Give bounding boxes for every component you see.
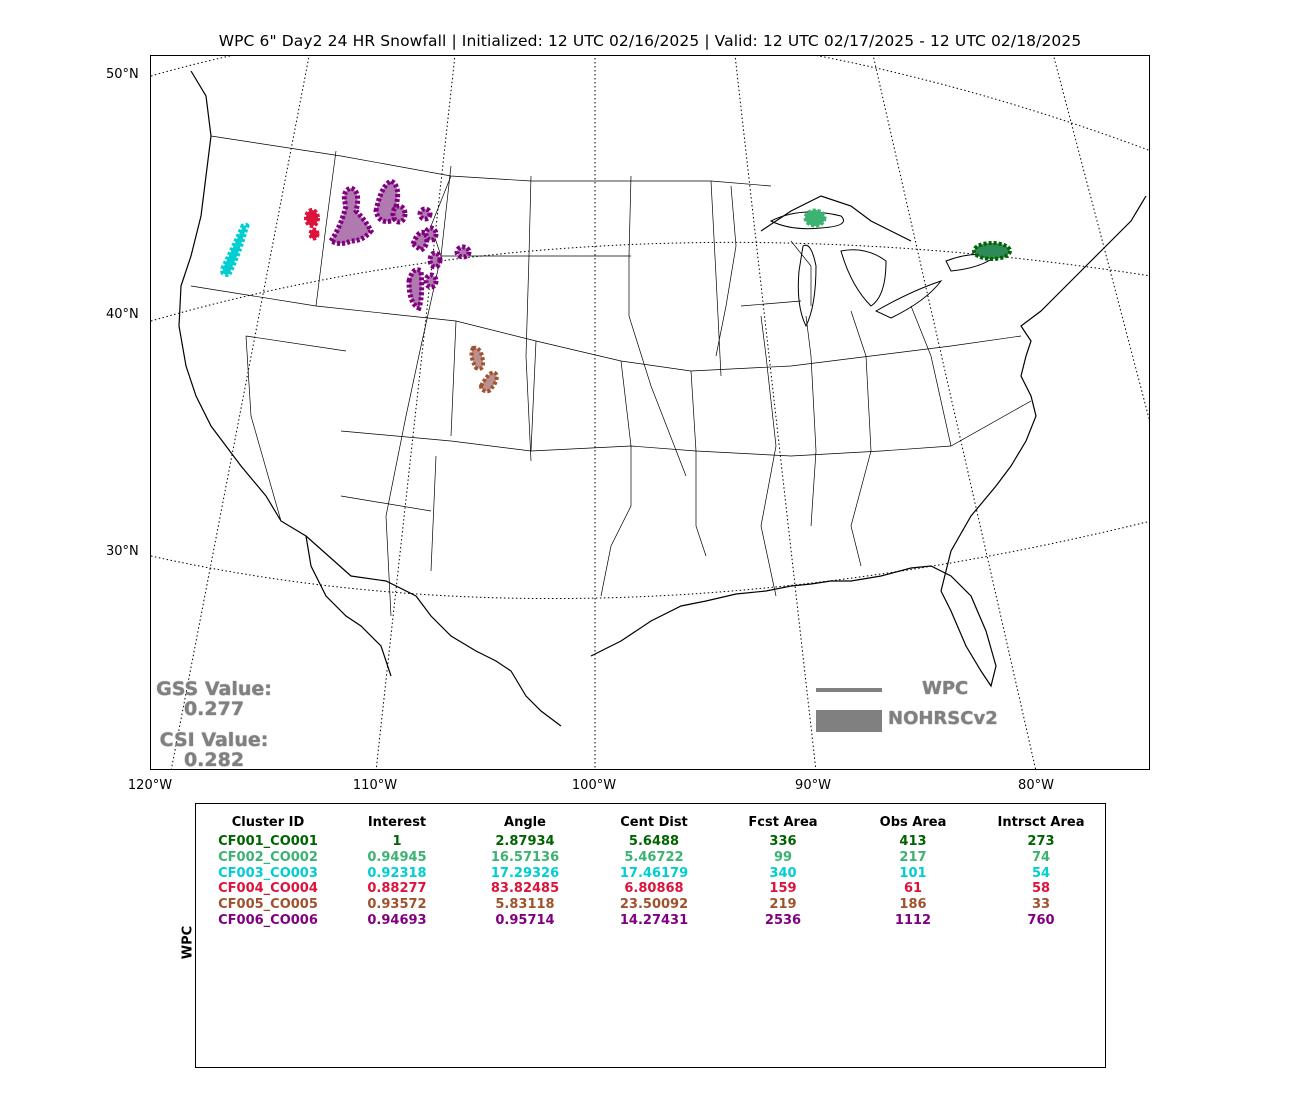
map-canvas — [151, 56, 1150, 769]
lake-erie — [874, 280, 943, 319]
map-title: WPC 6" Day2 24 HR Snowfall | Initialized… — [218, 32, 1082, 50]
table-ylabel: WPC — [180, 925, 196, 960]
table-header-2: Angle — [504, 815, 546, 830]
csi-label: CSI Value: — [159, 729, 269, 751]
table-header-6: Intrsct Area — [997, 815, 1085, 830]
table-cell-r1-c1: 0.94945 — [367, 849, 427, 865]
table-header-4: Fcst Area — [748, 815, 818, 830]
cluster-cf006 — [327, 178, 472, 312]
table-cell-r1-c0: CF002_CO002 — [218, 849, 318, 865]
lat-line-40b — [151, 278, 1150, 394]
table-cell-r1-c6: 74 — [1031, 849, 1051, 865]
table-header-0: Cluster ID — [231, 815, 305, 830]
table-cell-r2-c2: 17.29326 — [490, 865, 560, 881]
table-cell-r0-c5: 413 — [899, 834, 927, 849]
lon-label-80w: 80°W — [1018, 778, 1054, 793]
great-lakes — [769, 211, 998, 328]
cluster-cf003 — [220, 222, 250, 277]
lake-huron — [840, 249, 887, 307]
table-cell-r2-c6: 54 — [1031, 865, 1051, 881]
cluster-cf004b — [308, 227, 320, 241]
map-panel — [150, 55, 1150, 770]
table-cell-r2-c5: 101 — [899, 865, 927, 881]
gss-label: GSS Value: — [156, 678, 272, 700]
table-cell-r3-c5: 61 — [903, 881, 923, 897]
table-cell-r4-c4: 219 — [769, 897, 797, 913]
table-cell-r0-c4: 336 — [769, 834, 797, 849]
table-cell-r5-c1: 0.94693 — [367, 913, 427, 928]
table-cell-r2-c4: 340 — [769, 865, 797, 881]
table-header-5: Obs Area — [879, 815, 947, 830]
table-cell-r3-c6: 58 — [1031, 881, 1051, 897]
lon-label-110w: 110°W — [352, 778, 398, 793]
gss-value: 0.277 — [183, 698, 245, 720]
table-cell-r3-c2: 83.82485 — [490, 881, 560, 897]
lon-line-110 — [375, 56, 456, 769]
cluster-cf001 — [972, 241, 1012, 261]
state-borders — [190, 135, 1032, 617]
table-cell-r5-c3: 14.27431 — [619, 913, 689, 928]
lake-michigan — [797, 244, 817, 328]
table-cell-r5-c5: 1112 — [894, 913, 932, 928]
table-cell-r4-c6: 33 — [1031, 897, 1051, 913]
legend-label-wpc: WPC — [922, 678, 969, 699]
lon-label-100w: 100°W — [571, 778, 617, 793]
table-cell-r5-c4: 2536 — [764, 913, 802, 928]
lon-label-120w: 120°W — [127, 778, 173, 793]
legend-label-nohrsc: NOHRSCv2 — [888, 708, 998, 729]
table-cell-r4-c1: 0.93572 — [367, 897, 427, 913]
snowfall-clusters — [220, 178, 1012, 394]
table-cell-r1-c3: 5.46722 — [624, 849, 684, 865]
cluster-cf005b — [478, 370, 499, 394]
table-cell-r5-c2: 0.95714 — [495, 913, 555, 928]
table-cell-r2-c0: CF003_CO003 — [218, 865, 318, 881]
table-cell-r0-c3: 5.6488 — [628, 834, 680, 849]
lat-label-30: 30°N — [106, 544, 139, 559]
table-cell-r4-c2: 5.83118 — [495, 897, 555, 913]
lat-label-50: 50°N — [106, 67, 139, 82]
table-cell-r0-c1: 1 — [392, 834, 402, 849]
table-header-3: Cent Dist — [620, 815, 688, 830]
graticule-lines — [151, 56, 1150, 769]
lon-label-90w: 90°W — [795, 778, 831, 793]
table-cell-r0-c0: CF001_CO001 — [218, 834, 318, 849]
coastline — [178, 70, 1147, 727]
lon-line-80 — [872, 56, 1037, 769]
table-cell-r3-c1: 0.88277 — [367, 881, 427, 897]
table-cell-r1-c5: 217 — [899, 849, 927, 865]
table-cell-r4-c0: CF005_CO005 — [218, 897, 318, 913]
table-cell-r2-c3: 17.46179 — [619, 865, 689, 881]
lat-label-40: 40°N — [106, 307, 139, 322]
table-cell-r3-c4: 159 — [769, 881, 797, 897]
lat-line-50 — [151, 56, 1149, 151]
table-cell-r4-c3: 23.50092 — [619, 897, 689, 913]
table-cell-r0-c2: 2.87934 — [495, 834, 555, 849]
table-cell-r1-c2: 16.57136 — [490, 849, 560, 865]
cluster-cf004a — [304, 208, 320, 228]
table-cell-r3-c3: 6.80868 — [624, 881, 684, 897]
lon-line-120 — [170, 56, 310, 769]
table-cell-r1-c4: 99 — [773, 849, 793, 865]
csi-value: 0.282 — [183, 749, 245, 771]
stats-table — [195, 803, 1106, 1068]
cluster-cf002 — [803, 208, 827, 228]
cluster-cf005a — [469, 345, 486, 371]
table-cell-r4-c5: 186 — [899, 897, 927, 913]
lon-line-90 — [734, 56, 817, 769]
legend-fill-nohrsc — [816, 710, 882, 732]
table-header-1: Interest — [367, 815, 427, 830]
table-cell-r3-c0: CF004_CO004 — [218, 881, 318, 897]
table-cell-r0-c6: 273 — [1027, 834, 1055, 849]
table-cell-r2-c1: 0.92318 — [367, 865, 427, 881]
table-cell-r5-c6: 760 — [1027, 913, 1055, 928]
lake-superior — [769, 211, 844, 230]
lon-line-70 — [1053, 56, 1149, 421]
table-cell-r5-c0: CF006_CO006 — [218, 913, 318, 928]
